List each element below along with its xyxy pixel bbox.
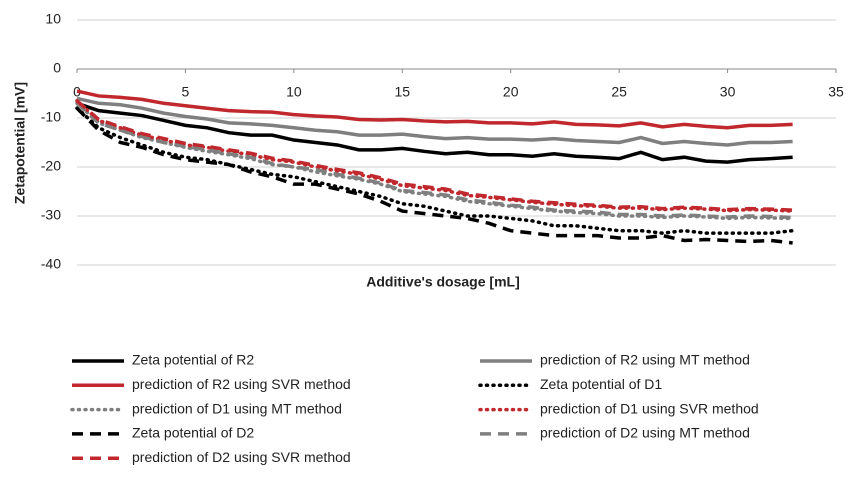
x-tick-label: 5 <box>182 84 190 100</box>
legend-label: Zeta potential of D1 <box>540 376 662 392</box>
series-line <box>75 106 793 245</box>
y-tick-label: -20 <box>41 158 61 174</box>
y-tick-label: -40 <box>41 256 61 272</box>
x-tick-label: 20 <box>503 84 519 100</box>
series-line <box>76 89 793 130</box>
x-axis-title: Additive's dosage [mL] <box>366 274 519 290</box>
legend-label: prediction of R2 using SVR method <box>132 376 351 392</box>
legend-label: prediction of D1 using SVR method <box>540 400 759 416</box>
y-tick-label: -10 <box>41 109 61 125</box>
series-line <box>76 101 793 164</box>
legend-label: prediction of R2 using MT method <box>540 352 750 368</box>
legend-label: Zeta potential of R2 <box>132 352 254 368</box>
x-tick-label: 15 <box>394 84 410 100</box>
x-tick-label: 30 <box>720 84 736 100</box>
series-line <box>75 106 795 235</box>
series-line <box>75 102 793 220</box>
x-tick-label: 10 <box>286 84 302 100</box>
y-tick-label: 0 <box>53 60 61 76</box>
series-line <box>76 96 793 147</box>
series-line <box>75 99 793 212</box>
legend-label: prediction of D2 using SVR method <box>132 449 351 465</box>
legend-label: prediction of D2 using MT method <box>540 425 750 441</box>
y-axis-title: Zetapotential [mV] <box>12 82 28 204</box>
y-tick-label: -30 <box>41 207 61 223</box>
x-tick-label: 25 <box>611 84 627 100</box>
x-tick-label: 35 <box>828 84 844 100</box>
legend-label: Zeta potential of D2 <box>132 425 254 441</box>
y-tick-label: 10 <box>45 11 61 27</box>
legend-label: prediction of D1 using MT method <box>132 400 342 416</box>
